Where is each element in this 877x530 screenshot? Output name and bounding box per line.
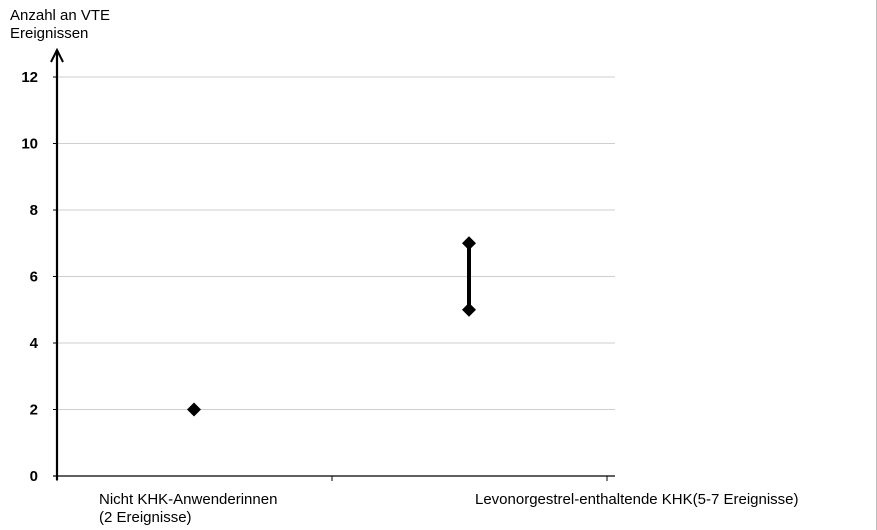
axes [50, 47, 615, 481]
x-category-1-line-1: Levonorgestrel-enthaltende KHK(5-7 Ereig… [475, 491, 799, 508]
data-marks [187, 236, 476, 417]
y-tick-label-2: 4 [30, 335, 39, 352]
y-tick-label-5: 10 [21, 136, 38, 153]
y-axis-label: Anzahl an VTE Ereignissen [10, 7, 110, 43]
x-category-0-line-2: (2 Ereignisse) [99, 509, 192, 526]
y-tick-label-4: 8 [30, 202, 38, 219]
y-axis-label-line-1: Anzahl an VTE [10, 7, 111, 24]
point-marker-0-1-0 [462, 236, 476, 251]
point-marker-0-1-1 [462, 302, 476, 317]
y-axis-label-line-2: Ereignissen [10, 25, 89, 42]
x-category-label-1: Levonorgestrel-enthaltende KHK(5-7 Ereig… [475, 491, 799, 509]
y-tick-labels: 0 2 4 6 8 10 12 [21, 69, 38, 485]
x-category-0-line-1: Nicht KHK-Anwenderinnen [99, 491, 278, 508]
point-marker-0-0-0 [187, 402, 201, 417]
y-tick-label-3: 6 [30, 269, 38, 286]
y-tick-label-0: 0 [30, 468, 38, 485]
x-category-label-0: Nicht KHK-Anwenderinnen (2 Ereignisse) [99, 491, 277, 527]
gridlines [57, 76, 615, 410]
y-tick-label-1: 2 [30, 402, 38, 419]
y-tick-label-6: 12 [21, 69, 38, 86]
y-axis-arrow [50, 47, 64, 63]
